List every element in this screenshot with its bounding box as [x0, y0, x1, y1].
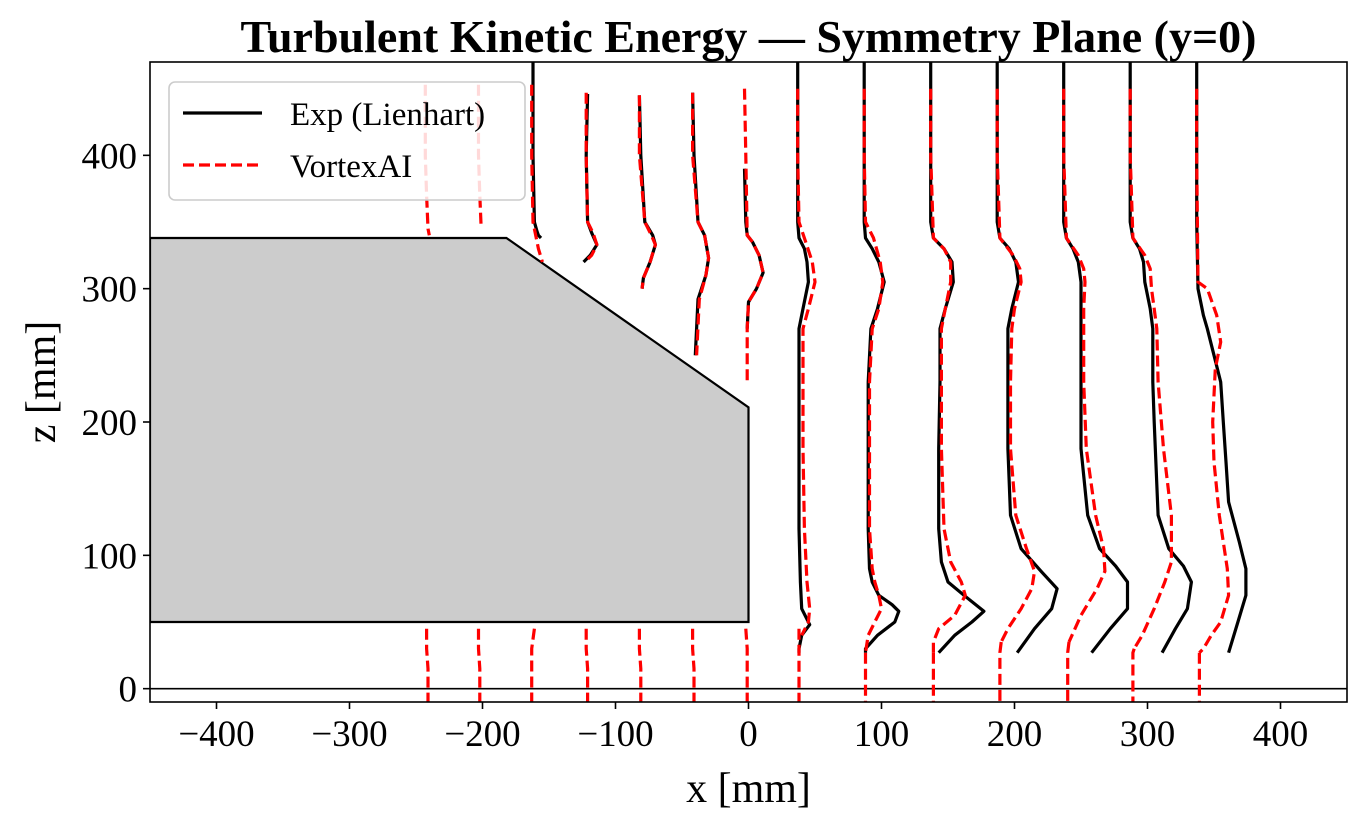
y-tick-label: 100 — [82, 536, 138, 577]
x-tick-label: 0 — [739, 714, 758, 755]
axes-layer: −400 −300 −200 −100 0 100 200 300 400 0 100 200 300 4… — [82, 61, 1348, 755]
exp-profile-11 — [1195, 62, 1248, 654]
exp-profile-0 — [531, 62, 543, 240]
vortexai-profile-6 — [583, 92, 599, 264]
vortexai-profile-24 — [1128, 88, 1173, 650]
y-tick-label: 200 — [82, 403, 138, 444]
series-vortexai — [423, 84, 1231, 702]
x-tick-label: 100 — [854, 714, 910, 755]
vortexai-profile-18 — [929, 88, 967, 653]
vortexai-profile-16 — [862, 88, 885, 653]
legend-label-0: Exp (Lienhart) — [290, 97, 485, 133]
vortexai-profile-10 — [691, 92, 711, 356]
vortexai-profile-22 — [1062, 88, 1107, 643]
x-tick-label: −200 — [444, 714, 520, 755]
x-tick-label: −400 — [178, 714, 254, 755]
series-layer — [423, 62, 1248, 702]
vortexai-profile-20 — [995, 88, 1037, 643]
vortexai-profile-13 — [744, 628, 749, 702]
vortexai-profile-9 — [637, 628, 643, 702]
exp-profile-10 — [1128, 62, 1193, 654]
vortexai-profile-0 — [423, 84, 431, 236]
vortexai-profile-5 — [530, 628, 536, 702]
y-tick-label: 400 — [82, 136, 138, 177]
vortexai-profile-1 — [425, 628, 430, 702]
exp-profile-7 — [929, 62, 986, 654]
vortexai-profile-26 — [1195, 88, 1231, 654]
bluff-body-layer — [150, 236, 1347, 690]
exp-profile-5 — [796, 62, 812, 653]
legend-label-1: VortexAI — [290, 149, 412, 185]
chart-title: Turbulent Kinetic Energy — Symmetry Plan… — [241, 11, 1257, 62]
vortexai-profile-21 — [998, 641, 1003, 702]
x-tick-label: 400 — [1253, 714, 1309, 755]
vortexai-profile-7 — [584, 628, 590, 702]
exp-profile-8 — [995, 62, 1059, 654]
x-tick-label: 200 — [987, 714, 1043, 755]
x-tick-label: −300 — [311, 714, 387, 755]
vortexai-profile-25 — [1131, 648, 1136, 702]
vortexai-profile-11 — [691, 628, 696, 702]
vortexai-profile-4 — [530, 84, 544, 263]
exp-profile-9 — [1062, 62, 1130, 654]
x-tick-label: −100 — [577, 714, 653, 755]
y-tick-label: 0 — [119, 670, 138, 711]
vortexai-profile-8 — [637, 95, 657, 289]
vortexai-profile-3 — [476, 628, 482, 702]
vortexai-profile-23 — [1066, 641, 1071, 702]
y-axis-label: z [mm] — [19, 321, 65, 443]
legend: Exp (Lienhart) VortexAI — [168, 81, 526, 201]
bluff-body — [150, 236, 750, 624]
vortexai-profile-12 — [742, 88, 765, 385]
x-tick-label: 300 — [1120, 714, 1176, 755]
vortexai-profile-14 — [796, 88, 817, 637]
x-axis-label: x [mm] — [686, 766, 811, 812]
y-tick-label: 300 — [82, 270, 138, 311]
exp-profile-6 — [862, 62, 901, 653]
